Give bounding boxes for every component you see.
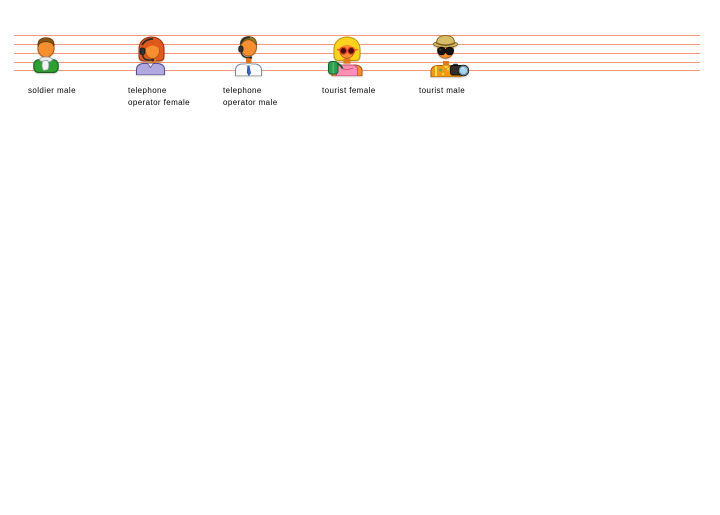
telephone-operator-male-icon[interactable] — [233, 34, 263, 76]
icon-label: tourist female — [322, 86, 376, 95]
icon-label: soldier male — [28, 86, 76, 95]
icon-item-tourist-female: tourist female — [322, 34, 414, 112]
telephone-operator-female-icon[interactable] — [133, 35, 168, 75]
icon-item-soldier-male: soldier male — [28, 34, 120, 112]
tourist-female-icon[interactable] — [326, 35, 367, 76]
icon-item-tourist-male: tourist male — [419, 34, 511, 112]
icon-item-telephone-operator-female: telephone operator female — [128, 34, 220, 112]
ruled-line — [14, 35, 700, 36]
tourist-male-icon[interactable] — [423, 34, 469, 77]
icon-label: telephone operator male — [223, 86, 278, 107]
icon-item-telephone-operator-male: telephone operator male — [223, 34, 315, 112]
soldier-male-icon[interactable] — [30, 35, 62, 73]
ruled-line — [14, 62, 700, 63]
icon-label: tourist male — [419, 86, 466, 95]
icon-label: telephone operator female — [128, 86, 191, 107]
